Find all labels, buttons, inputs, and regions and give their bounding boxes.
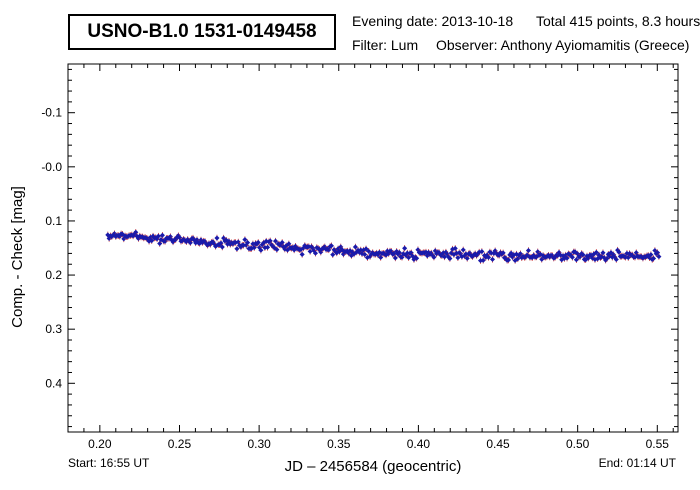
plot-frame xyxy=(67,63,679,433)
x-tick-label: 0.20 xyxy=(88,437,112,451)
x-tick-label: 0.55 xyxy=(646,437,670,451)
data-point xyxy=(272,238,279,244)
data-point xyxy=(479,248,485,255)
data-point xyxy=(352,244,358,250)
data-point xyxy=(245,240,251,246)
data-point xyxy=(460,247,466,253)
data-point xyxy=(234,246,240,252)
data-point xyxy=(485,254,492,260)
data-point xyxy=(500,250,506,256)
x-tick-label: 0.35 xyxy=(327,437,351,451)
x-tick-label: 0.25 xyxy=(168,437,192,451)
data-point xyxy=(255,239,261,246)
observer-label: Observer: Anthony Ayiomamitis (Greece) xyxy=(436,37,690,53)
data-point xyxy=(651,255,657,261)
data-point xyxy=(328,243,334,249)
data-point xyxy=(593,249,599,255)
data-point xyxy=(580,252,586,258)
y-tick-label: 0.4 xyxy=(45,376,62,390)
data-point xyxy=(155,233,161,239)
data-point xyxy=(414,255,420,261)
data-point xyxy=(452,245,458,251)
end-time-label: End: 01:14 UT xyxy=(598,456,676,470)
y-axis-label: Comp. - Check [mag] xyxy=(9,186,26,328)
data-point xyxy=(455,255,461,261)
x-tick-label: 0.30 xyxy=(247,437,271,451)
data-point xyxy=(489,256,496,262)
x-tick-label: 0.50 xyxy=(566,437,590,451)
x-tick-label: 0.45 xyxy=(486,437,510,451)
data-point xyxy=(600,250,606,256)
start-time-label: Start: 16:55 UT xyxy=(68,456,150,470)
x-axis-label: JD – 2456584 (geocentric) xyxy=(285,458,462,475)
filter-label: Filter: Lum xyxy=(352,37,419,53)
data-point xyxy=(525,247,531,254)
star-name-title: USNO-B1.0 1531-0149458 xyxy=(68,14,336,50)
y-tick-label: 0.1 xyxy=(45,214,62,228)
y-tick-label: -0.0 xyxy=(41,160,62,174)
data-point xyxy=(402,245,408,251)
data-point xyxy=(505,257,512,263)
data-point xyxy=(392,255,398,261)
data-point xyxy=(274,247,280,253)
x-tick-label: 0.40 xyxy=(407,437,431,451)
data-point xyxy=(299,251,305,257)
data-point xyxy=(149,238,155,244)
data-point xyxy=(362,251,368,257)
data-point xyxy=(159,232,165,238)
data-point xyxy=(241,242,247,248)
total-points-label: Total 415 points, 8.3 hours xyxy=(536,13,700,29)
data-point xyxy=(431,254,437,260)
data-point xyxy=(214,235,220,241)
data-point xyxy=(447,255,453,262)
y-tick-label: 0.3 xyxy=(45,322,62,336)
data-point xyxy=(219,244,225,250)
data-point xyxy=(613,256,619,263)
y-tick-label: 0.2 xyxy=(45,268,62,282)
data-point xyxy=(242,237,248,243)
data-point xyxy=(480,257,486,263)
y-tick-label: -0.1 xyxy=(41,106,62,120)
data-point xyxy=(442,254,448,260)
evening-date-label: Evening date: 2013-10-18 xyxy=(352,13,514,29)
